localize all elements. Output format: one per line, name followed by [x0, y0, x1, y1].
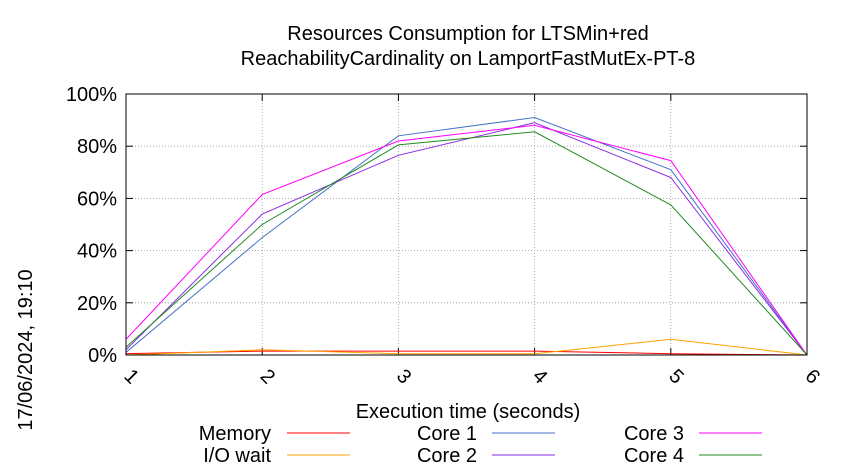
y-tick-label: 100%: [66, 84, 117, 106]
y-axis: 0% 20% 40% 60% 80% 100%: [66, 84, 807, 367]
plot-frame: [125, 93, 808, 356]
legend-label: Core 3: [624, 423, 684, 445]
series-line-i-o-wait: [125, 338, 808, 356]
legend-label: Core 1: [417, 423, 477, 445]
series-line-core-4: [125, 131, 808, 356]
y-tick-label: 20%: [77, 293, 117, 315]
y-tick-label: 40%: [77, 241, 117, 263]
legend-label: Memory: [199, 423, 271, 445]
series-line-core-3: [125, 124, 808, 356]
y-tick-label: 80%: [77, 136, 117, 158]
x-tick-label: 4: [528, 365, 551, 388]
series-line-memory: [125, 350, 808, 356]
series-line-core-1: [125, 116, 808, 356]
x-tick-label: 3: [392, 365, 415, 388]
x-tick-label: 1: [120, 365, 143, 388]
x-tick-label: 2: [256, 365, 279, 388]
y-tick-label: 0%: [88, 345, 117, 367]
x-tick-label: 5: [664, 365, 687, 388]
legend-label: Core 2: [417, 445, 477, 467]
x-tick-label: 6: [801, 365, 824, 388]
chart-title-line1: Resources Consumption for LTSMin+red: [287, 23, 648, 45]
y-tick-label: 60%: [77, 188, 117, 210]
legend-label: Core 4: [624, 445, 684, 467]
series-group: [125, 116, 808, 356]
timestamp-label: 17/06/2024, 19:10: [15, 269, 37, 430]
grid: [126, 94, 807, 355]
legend-label: I/O wait: [203, 445, 271, 467]
series-line-core-2: [125, 122, 808, 356]
x-axis-label: Execution time (seconds): [356, 401, 581, 423]
chart-title-line2: ReachabilityCardinality on LamportFastMu…: [241, 48, 696, 70]
